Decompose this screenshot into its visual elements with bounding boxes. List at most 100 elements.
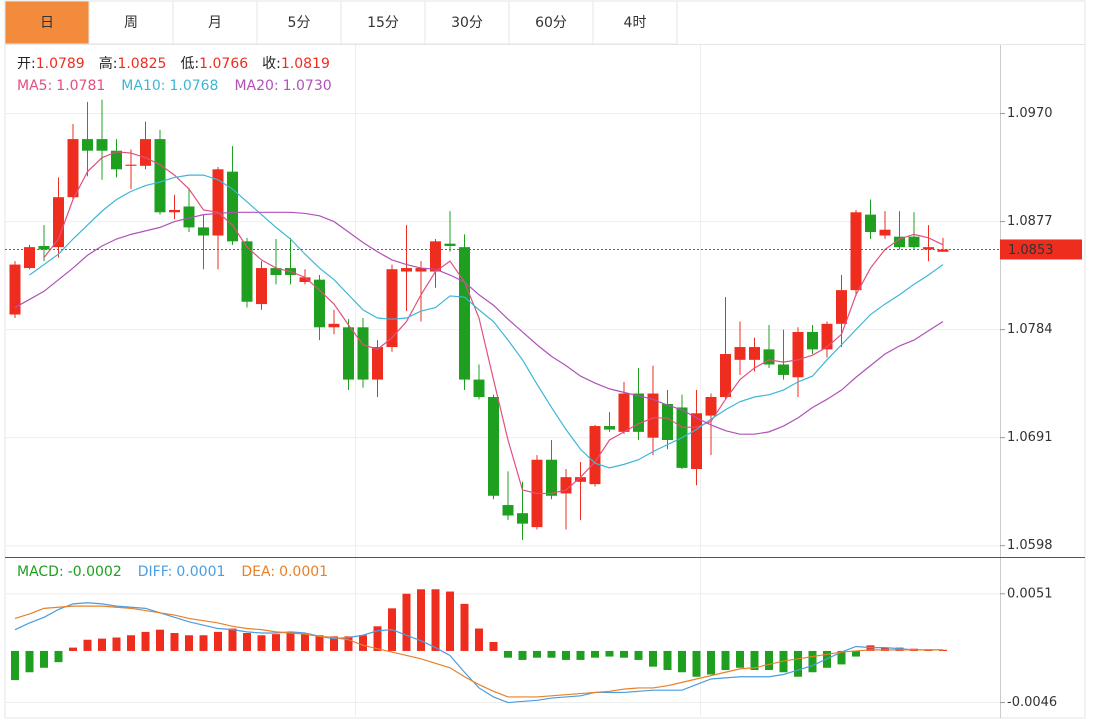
candle-body (488, 397, 499, 496)
candle-body (270, 268, 282, 276)
tab[interactable] (340, 0, 426, 45)
candle-body (821, 323, 833, 350)
tab-label[interactable]: 日 (40, 15, 54, 31)
macd-bar (330, 636, 338, 651)
macd-bar (504, 650, 512, 658)
macd-bar (446, 591, 454, 651)
macd-bar (692, 650, 701, 677)
ma-line (14, 211, 944, 435)
candle-body (314, 279, 325, 328)
candle-body (763, 349, 775, 365)
candle-body (299, 277, 311, 282)
tab[interactable] (88, 0, 174, 45)
macd-bar (518, 650, 527, 660)
tab[interactable] (4, 0, 90, 45)
readout-label: 开: (17, 56, 36, 72)
candle-body (328, 323, 340, 328)
candle-body (227, 171, 238, 242)
candle-body (140, 139, 151, 166)
macd-bar (707, 650, 715, 675)
last-price-label: 1.0853 (1008, 243, 1054, 258)
candle-body (212, 169, 224, 236)
candle-body (53, 197, 64, 248)
y-tick-label: -0.0046 (1007, 695, 1057, 710)
candle-body (908, 236, 920, 248)
macd-bar (678, 650, 686, 673)
tab-label[interactable]: 月 (208, 15, 222, 31)
candle-body (96, 139, 108, 151)
macd-bar (837, 650, 846, 665)
candle-body (923, 247, 934, 250)
legend-label: DEA: (241, 564, 275, 580)
candle-body (24, 247, 35, 269)
legend-label: MACD: (17, 564, 64, 580)
macd-bar (170, 633, 179, 651)
legend-value: -0.0002 (68, 564, 122, 580)
candle-body (154, 139, 166, 213)
candle-body (546, 459, 557, 496)
candle-body (720, 354, 731, 398)
macd-bar (315, 635, 324, 651)
tab-label[interactable]: 4时 (624, 15, 647, 31)
readout-value: 1.0825 (117, 56, 166, 72)
candle-body (836, 290, 847, 324)
macd-bar (591, 650, 599, 658)
candle-body (401, 268, 412, 272)
tab-label[interactable]: 60分 (535, 15, 567, 31)
y-tick-label: 1.0784 (1007, 322, 1053, 337)
legend-label: MA20: (234, 78, 278, 94)
macd-bar (112, 637, 121, 651)
candle-body (647, 393, 659, 438)
y-tick-label: 1.0691 (1007, 430, 1053, 445)
macd-bar (765, 650, 773, 671)
candle-body (357, 327, 369, 380)
tab[interactable] (424, 0, 510, 45)
macd-bar (808, 650, 817, 673)
candle-body (125, 164, 137, 166)
macd-line (14, 605, 943, 698)
candle-body (459, 247, 470, 380)
macd-bar (141, 631, 150, 651)
readout-label: 低: (180, 56, 199, 72)
tab[interactable] (508, 0, 594, 45)
candle-body (9, 264, 21, 315)
candle-body (502, 505, 514, 516)
candle-body (183, 206, 195, 228)
tab-label[interactable]: 5分 (288, 15, 311, 31)
macd-bar (83, 639, 92, 651)
macd-bar (750, 650, 759, 671)
macd-bar (417, 589, 425, 651)
ma-line (29, 174, 944, 469)
readout-label: 收: (262, 56, 281, 72)
macd-bar (286, 631, 295, 651)
tab-label[interactable]: 周 (124, 15, 138, 31)
candle-body (111, 150, 122, 170)
tab-label[interactable]: 15分 (367, 15, 399, 31)
macd-bar (359, 635, 367, 651)
tab-label[interactable]: 30分 (451, 15, 483, 31)
macd-bar (620, 650, 628, 658)
candle-body (850, 212, 862, 291)
candle-body (705, 397, 717, 416)
tab[interactable] (172, 0, 258, 45)
macd-bar (460, 603, 469, 651)
macd-line (14, 602, 943, 704)
candle-body (792, 331, 804, 378)
macd-readout: MACD: -0.0002 DIFF: 0.0001 DEA: 0.0001 (17, 564, 328, 580)
macd-bar (649, 650, 657, 667)
readout-value: 1.0819 (281, 56, 330, 72)
tab[interactable] (592, 0, 678, 45)
y-tick-label: 1.0598 (1007, 538, 1053, 553)
legend-value: 1.0730 (283, 78, 332, 94)
ohlc-readout: 开:1.0789 高:1.0825 低:1.0766 收:1.0819 (17, 55, 330, 72)
candle-body (575, 477, 586, 482)
macd-bar (547, 650, 556, 658)
macd-bar (489, 641, 498, 651)
macd-bar (431, 589, 440, 651)
legend-value: 0.0001 (279, 564, 328, 580)
last-price-box (1000, 239, 1082, 260)
candle-body (691, 413, 702, 470)
legend-value: 1.0781 (56, 78, 105, 94)
macd-bar (185, 635, 193, 651)
